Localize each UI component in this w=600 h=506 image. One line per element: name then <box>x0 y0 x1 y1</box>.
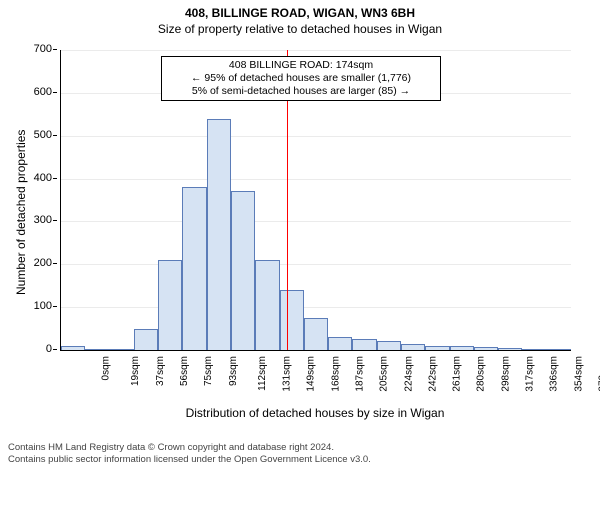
x-tick: 19sqm <box>130 356 141 386</box>
x-tick: 149sqm <box>306 356 317 392</box>
x-tick: 224sqm <box>403 356 414 392</box>
bar <box>231 191 255 350</box>
y-tick: 0 <box>0 343 52 355</box>
x-axis-label: Distribution of detached houses by size … <box>60 406 570 420</box>
x-tick: 280sqm <box>476 356 487 392</box>
bar <box>158 260 182 350</box>
y-tick: 600 <box>0 86 52 98</box>
x-tick: 37sqm <box>155 356 166 386</box>
bar <box>304 318 328 350</box>
footer-line2: Contains public sector information licen… <box>8 454 592 466</box>
y-tick: 400 <box>0 172 52 184</box>
chart-area: Number of detached properties 408 BILLIN… <box>0 40 600 438</box>
bar <box>255 260 279 350</box>
annotation-box: 408 BILLINGE ROAD: 174sqm ← 95% of detac… <box>161 56 441 101</box>
x-tick: 56sqm <box>179 356 190 386</box>
y-tick: 500 <box>0 129 52 141</box>
bar <box>474 347 498 350</box>
chart-title: 408, BILLINGE ROAD, WIGAN, WN3 6BH <box>0 6 600 20</box>
bar <box>498 348 522 350</box>
x-tick: 317sqm <box>525 356 536 392</box>
annot-line2: ← 95% of detached houses are smaller (1,… <box>166 72 436 85</box>
y-tick: 100 <box>0 300 52 312</box>
y-tick: 700 <box>0 43 52 55</box>
x-tick: 112sqm <box>257 356 268 391</box>
y-tick: 300 <box>0 214 52 226</box>
y-tick: 200 <box>0 257 52 269</box>
x-tick: 205sqm <box>379 356 390 392</box>
x-tick: 0sqm <box>101 356 112 380</box>
bar <box>352 339 376 350</box>
bar <box>377 341 401 350</box>
x-tick: 93sqm <box>228 356 239 386</box>
bar <box>61 346 85 350</box>
bar <box>207 119 231 350</box>
bar <box>450 346 474 350</box>
y-axis-label: Number of detached properties <box>14 130 28 295</box>
bar <box>280 290 304 350</box>
x-tick: 261sqm <box>452 356 463 392</box>
x-tick: 336sqm <box>549 356 560 392</box>
footer-line1: Contains HM Land Registry data © Crown c… <box>8 442 592 454</box>
bar <box>85 349 109 350</box>
bar <box>182 187 206 350</box>
bar <box>328 337 352 350</box>
footer: Contains HM Land Registry data © Crown c… <box>0 438 600 467</box>
annot-line3: 5% of semi-detached houses are larger (8… <box>166 85 436 98</box>
x-tick: 75sqm <box>203 356 214 386</box>
bar <box>134 329 158 350</box>
x-tick: 242sqm <box>427 356 438 392</box>
x-tick: 131sqm <box>282 356 293 392</box>
chart-subtitle: Size of property relative to detached ho… <box>0 22 600 36</box>
x-tick: 187sqm <box>355 356 366 392</box>
bar <box>522 349 546 350</box>
bar <box>110 349 134 350</box>
bar <box>401 344 425 350</box>
x-tick: 298sqm <box>500 356 511 392</box>
x-tick: 354sqm <box>573 356 584 392</box>
bar <box>547 349 571 350</box>
annot-line1: 408 BILLINGE ROAD: 174sqm <box>166 59 436 72</box>
x-tick: 168sqm <box>330 356 341 392</box>
plot-area: 408 BILLINGE ROAD: 174sqm ← 95% of detac… <box>60 50 571 351</box>
bar <box>425 346 449 350</box>
